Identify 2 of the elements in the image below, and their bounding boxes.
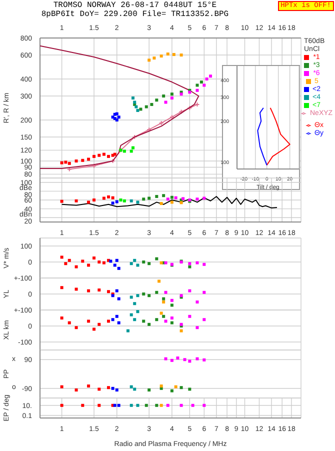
chart-title: TROMSO NORWAY 26-08-17 0448UT 15°E [52,1,218,10]
chart-subtitle: 8pBP6It DoY= 229.200 File= TR113352.BPG [40,10,230,19]
